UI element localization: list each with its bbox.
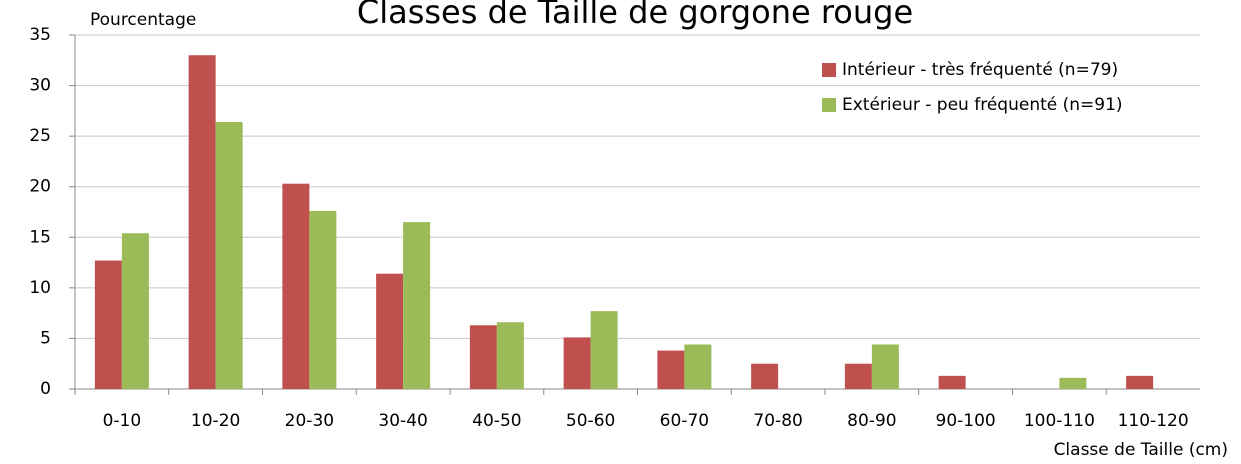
bar [376, 273, 404, 389]
y-tick-label: 10 [29, 278, 51, 298]
x-tick-label: 80-90 [847, 411, 896, 431]
bar [215, 121, 243, 390]
y-tick-label: 15 [29, 227, 51, 247]
bar [496, 322, 524, 389]
x-tick-label: 70-80 [753, 411, 802, 431]
bar [844, 363, 872, 389]
x-tick-label: 10-20 [191, 411, 240, 431]
legend-swatch [822, 98, 836, 112]
bar [563, 337, 591, 389]
legend-label: Extérieur - peu fréquenté (n=91) [842, 95, 1123, 115]
bar [94, 260, 122, 389]
x-tick-label: 90-100 [936, 411, 996, 431]
bar [403, 222, 431, 389]
bar [1126, 375, 1154, 389]
bar [309, 210, 337, 389]
bar [657, 350, 685, 389]
x-tick-label: 60-70 [660, 411, 709, 431]
x-tick-label: 0-10 [103, 411, 142, 431]
y-tick-label: 30 [29, 76, 51, 96]
y-tick-label: 35 [29, 25, 51, 45]
bar [121, 233, 149, 389]
legend-label: Intérieur - très fréquenté (n=79) [842, 60, 1118, 80]
x-axis-label: Classe de Taille (cm) [1054, 440, 1228, 460]
bar [1059, 377, 1087, 389]
bar [469, 325, 497, 389]
bar [590, 311, 618, 389]
bar [938, 375, 966, 389]
y-tick-label: 20 [29, 177, 51, 197]
y-axis-label: Pourcentage [90, 10, 196, 30]
bar [282, 183, 310, 389]
bar [684, 344, 712, 389]
legend-swatch [822, 63, 836, 77]
x-tick-label: 40-50 [472, 411, 521, 431]
y-tick-label: 25 [29, 126, 51, 146]
x-tick-label: 110-120 [1118, 411, 1189, 431]
y-tick-label: 5 [40, 328, 51, 348]
bar [871, 344, 899, 389]
x-tick-label: 50-60 [566, 411, 615, 431]
x-tick-label: 20-30 [285, 411, 334, 431]
x-tick-label: 100-110 [1024, 411, 1095, 431]
bar [188, 55, 216, 389]
bar [751, 363, 779, 389]
chart-title: Classes de Taille de gorgone rouge [357, 0, 913, 31]
y-tick-label: 0 [40, 379, 51, 399]
x-tick-label: 30-40 [378, 411, 427, 431]
